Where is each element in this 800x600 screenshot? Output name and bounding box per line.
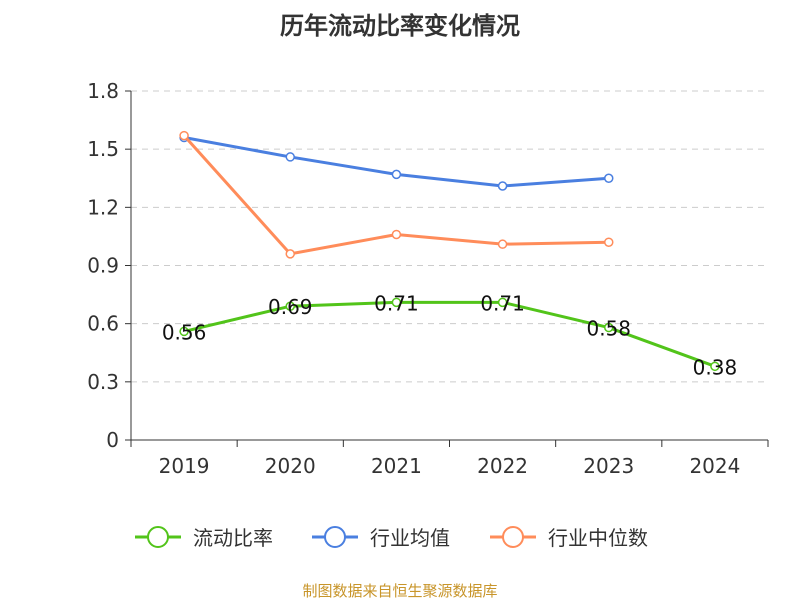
series-1 [179, 132, 614, 191]
data-label: 0.69 [268, 295, 313, 319]
data-label: 0.56 [162, 320, 207, 344]
data-point[interactable] [497, 297, 508, 308]
y-tick-label: 0 [106, 428, 119, 452]
data-point[interactable] [497, 181, 508, 191]
legend-label: 行业均值 [370, 526, 450, 550]
series-0: 0.56 0.69 0.71 0.71 0.58 0.38 [162, 291, 737, 379]
data-label: 0.58 [586, 317, 631, 341]
chart-title: 历年流动比率变化情况 [280, 12, 520, 40]
data-point[interactable] [604, 173, 614, 183]
legend-circle-icon [147, 526, 169, 548]
y-tick-label: 1.8 [87, 79, 119, 103]
data-point[interactable] [710, 361, 720, 372]
data-point[interactable] [391, 297, 402, 308]
data-point[interactable] [179, 326, 189, 337]
x-tick-label: 2019 [159, 454, 210, 478]
legend-item[interactable]: 流动比率 [135, 526, 273, 550]
legend-item[interactable]: 行业中位数 [490, 526, 648, 550]
y-tick-label: 0.3 [87, 370, 119, 394]
series-line [183, 300, 716, 368]
x-tick-label: 2022 [477, 454, 528, 478]
y-tick-label: 1.5 [87, 137, 119, 161]
data-point[interactable] [285, 249, 295, 259]
data-point[interactable] [497, 239, 508, 249]
legend-circle-icon [502, 526, 524, 548]
source-note: 制图数据来自恒生聚源数据库 [302, 582, 497, 600]
legend-item[interactable]: 行业均值 [312, 526, 450, 550]
legend-label: 行业中位数 [548, 526, 648, 550]
data-label: 0.71 [480, 291, 525, 315]
data-point[interactable] [391, 229, 402, 240]
data-point[interactable] [604, 237, 614, 247]
legend-label: 流动比率 [193, 526, 273, 550]
data-label: 0.71 [374, 291, 419, 315]
legend-circle-icon [324, 526, 346, 548]
x-tick-label: 2020 [265, 454, 316, 478]
x-tick-label: 2024 [689, 454, 740, 478]
y-tick-label: 0.9 [87, 254, 119, 278]
y-tick-label: 0.6 [87, 312, 119, 336]
data-point[interactable] [285, 152, 295, 162]
y-tick-label: 1.2 [87, 195, 119, 219]
data-point[interactable] [285, 301, 295, 311]
data-point[interactable] [604, 322, 614, 333]
data-point[interactable] [179, 130, 189, 141]
x-tick-label: 2021 [371, 454, 422, 478]
x-tick-label: 2023 [583, 454, 634, 478]
data-label: 0.38 [693, 355, 738, 379]
series-2 [179, 130, 614, 259]
data-point[interactable] [391, 169, 402, 180]
